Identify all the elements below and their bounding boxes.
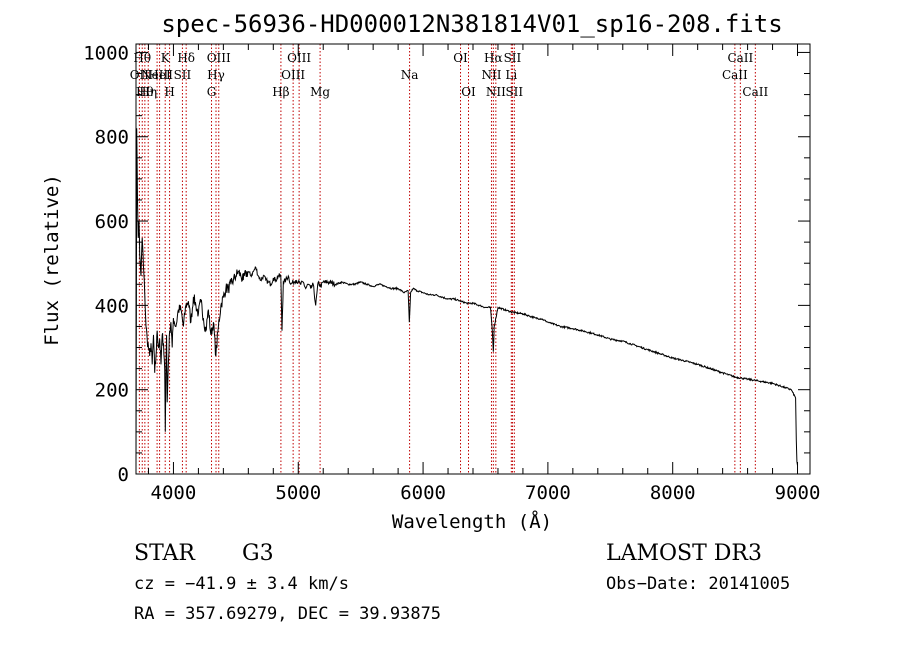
line-marker-label-15: OIII bbox=[287, 51, 311, 65]
object-class: STAR bbox=[134, 541, 196, 566]
line-marker-label-26: CaII bbox=[722, 68, 748, 82]
survey-label: LAMOST DR3 bbox=[606, 541, 762, 566]
line-marker-label-10: G bbox=[207, 85, 217, 99]
line-marker-label-13: Hβ bbox=[272, 85, 289, 99]
line-marker-label-4: NeIII bbox=[141, 68, 173, 82]
y-tick-label: 800 bbox=[95, 127, 129, 149]
axis-ticks bbox=[136, 44, 810, 475]
x-tick-label: 4000 bbox=[151, 482, 197, 504]
y-tick-label: 200 bbox=[95, 380, 129, 402]
line-marker-label-21: Hα bbox=[484, 51, 503, 65]
line-marker-label-25: SII bbox=[505, 85, 523, 99]
y-axis-label: Flux (relative) bbox=[41, 174, 63, 346]
object-subclass: G3 bbox=[242, 541, 274, 566]
x-tick-label: 7000 bbox=[525, 482, 571, 504]
axis-tick-labels: 4000 5000 6000 7000 8000 9000 0 200 400 600 800 100… bbox=[83, 42, 820, 504]
line-marker-label-6: K bbox=[161, 51, 171, 65]
line-marker-label-23: Li bbox=[505, 68, 517, 82]
spectrum-line bbox=[135, 128, 798, 466]
redshift-label: cz = −41.9 ± 3.4 km/s bbox=[134, 574, 349, 594]
line-marker-label-22: NII bbox=[486, 85, 506, 99]
spectrum-layer bbox=[135, 128, 798, 466]
line-marker-label-7: H bbox=[164, 85, 174, 99]
line-marker-label-12: OIII bbox=[207, 51, 231, 65]
coords-label: RA = 357.69279, DEC = 39.93875 bbox=[134, 604, 441, 624]
x-tick-label: 8000 bbox=[650, 482, 696, 504]
line-marker-label-2: Hθ bbox=[136, 85, 154, 99]
line-marker-label-5: HeI bbox=[148, 68, 171, 82]
line-marker-label-19: OI bbox=[461, 85, 476, 99]
line-marker-label-16: Mg bbox=[310, 85, 330, 99]
line-marker-label-11: Hγ bbox=[207, 68, 225, 82]
chart-title: spec-56936-HD000012N381814V01_sp16-208.f… bbox=[161, 10, 782, 38]
y-tick-label: 600 bbox=[95, 211, 129, 233]
line-marker-label-3: Hη bbox=[139, 85, 157, 99]
y-tick-label: 1000 bbox=[83, 42, 129, 64]
line-marker-label-28: CaII bbox=[742, 85, 768, 99]
x-tick-label: 5000 bbox=[275, 482, 321, 504]
line-marker-label-27: CaII bbox=[727, 51, 753, 65]
line-marker-label-8: SII bbox=[174, 68, 192, 82]
line-markers bbox=[138, 44, 756, 474]
line-marker-label-14: OIII bbox=[281, 68, 305, 82]
plot-frame bbox=[135, 43, 811, 475]
obs-date-label: Obs−Date: 20141005 bbox=[606, 574, 790, 594]
line-marker-label-18: OI bbox=[453, 51, 468, 65]
line-marker-label-9: Hδ bbox=[177, 51, 195, 65]
x-tick-label: 6000 bbox=[400, 482, 446, 504]
line-marker-label-0: OII bbox=[130, 68, 150, 82]
line-marker-labels: OIIHθHθHηNeIIIHeIKHSIIHδGHγOIIIHβOIIIOII… bbox=[130, 51, 769, 99]
y-tick-label: 0 bbox=[118, 464, 129, 486]
x-axis-label: Wavelength (Å) bbox=[392, 510, 552, 533]
line-marker-label-1: Hθ bbox=[133, 51, 151, 65]
x-tick-label: 9000 bbox=[775, 482, 821, 504]
line-marker-label-24: SII bbox=[504, 51, 522, 65]
line-marker-label-17: Na bbox=[401, 68, 419, 82]
y-tick-label: 400 bbox=[95, 295, 129, 317]
line-marker-label-20: NII bbox=[481, 68, 501, 82]
